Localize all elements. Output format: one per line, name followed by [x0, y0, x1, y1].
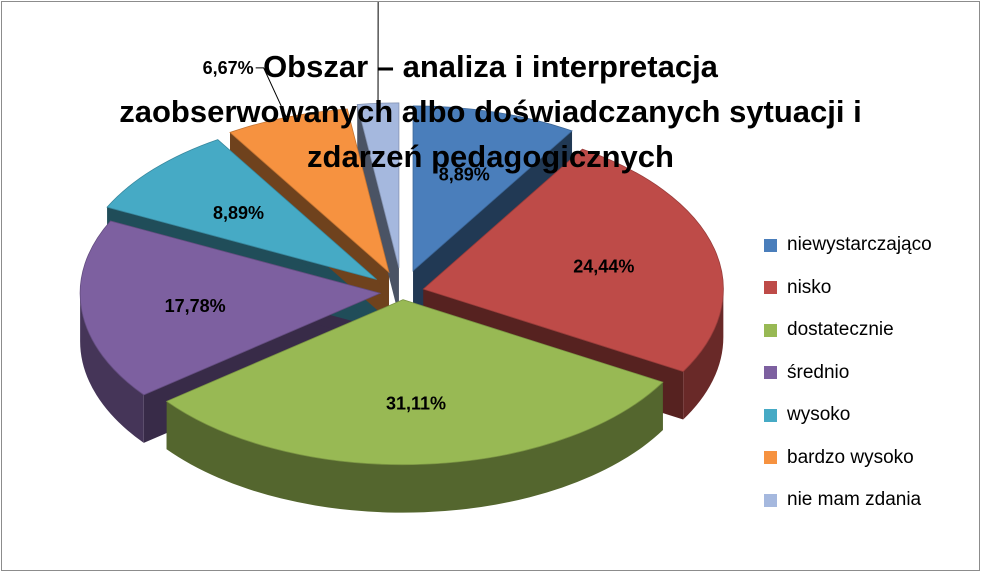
legend-swatch: [764, 493, 777, 507]
chart-title-line-2: zaobserwowanych albo doświadczanych sytu…: [119, 94, 862, 129]
legend-label: wysoko: [787, 404, 851, 426]
legend-item: bardzo wysoko: [764, 437, 932, 480]
legend-swatch: [764, 281, 777, 295]
pie-slice-2: [165, 299, 664, 466]
data-label-2: 31,11%: [386, 394, 446, 414]
legend-item: średnio: [764, 352, 932, 395]
chart-title-line-1: Obszar – analiza i interpretacja: [263, 49, 718, 84]
leader-line-5: [255, 67, 287, 118]
pie-slice-3: [79, 220, 382, 396]
pie-slice-rim-3: [80, 293, 144, 443]
pie-slice-rim-2: [166, 382, 663, 513]
data-label-1: 24,44%: [573, 256, 634, 276]
legend-item: nie mam zdania: [764, 479, 932, 522]
pie-slice-rim-1: [683, 289, 724, 420]
legend-swatch: [764, 238, 777, 252]
data-label-0: 8,89%: [439, 165, 490, 185]
legend-item: nisko: [764, 267, 932, 310]
legend-item: dostatecznie: [764, 309, 932, 352]
legend-swatch: [764, 451, 777, 465]
data-label-4: 8,89%: [213, 203, 264, 223]
legend-label: nisko: [787, 276, 832, 298]
pie-slice-4: [106, 139, 377, 280]
legend-label: dostatecznie: [787, 319, 894, 341]
pie-slice-5: [229, 108, 390, 274]
pie-slice-wall-6-0: [357, 104, 399, 316]
data-label-5: 6,67%: [203, 58, 254, 78]
legend-label: nie mam zdania: [787, 489, 922, 511]
pie-slice-0: [412, 105, 573, 272]
legend-item: wysoko: [764, 394, 932, 437]
leader-line-6: [377, 2, 379, 104]
legend-label: bardzo wysoko: [787, 446, 914, 468]
legend-item: niewystarczająco: [764, 224, 932, 267]
legend-swatch: [764, 408, 777, 422]
chart-title-line-3: zdarzeń pedagogicznych: [307, 139, 674, 174]
legend-swatch: [764, 366, 777, 380]
data-label-3: 17,78%: [165, 296, 226, 316]
legend-swatch: [764, 323, 777, 337]
pie-slice-1: [422, 148, 724, 372]
legend-label: średnio: [787, 361, 850, 383]
chart-legend: niewystarczająco nisko dostatecznie średnio…: [764, 224, 932, 522]
legend-label: niewystarczająco: [787, 234, 932, 256]
